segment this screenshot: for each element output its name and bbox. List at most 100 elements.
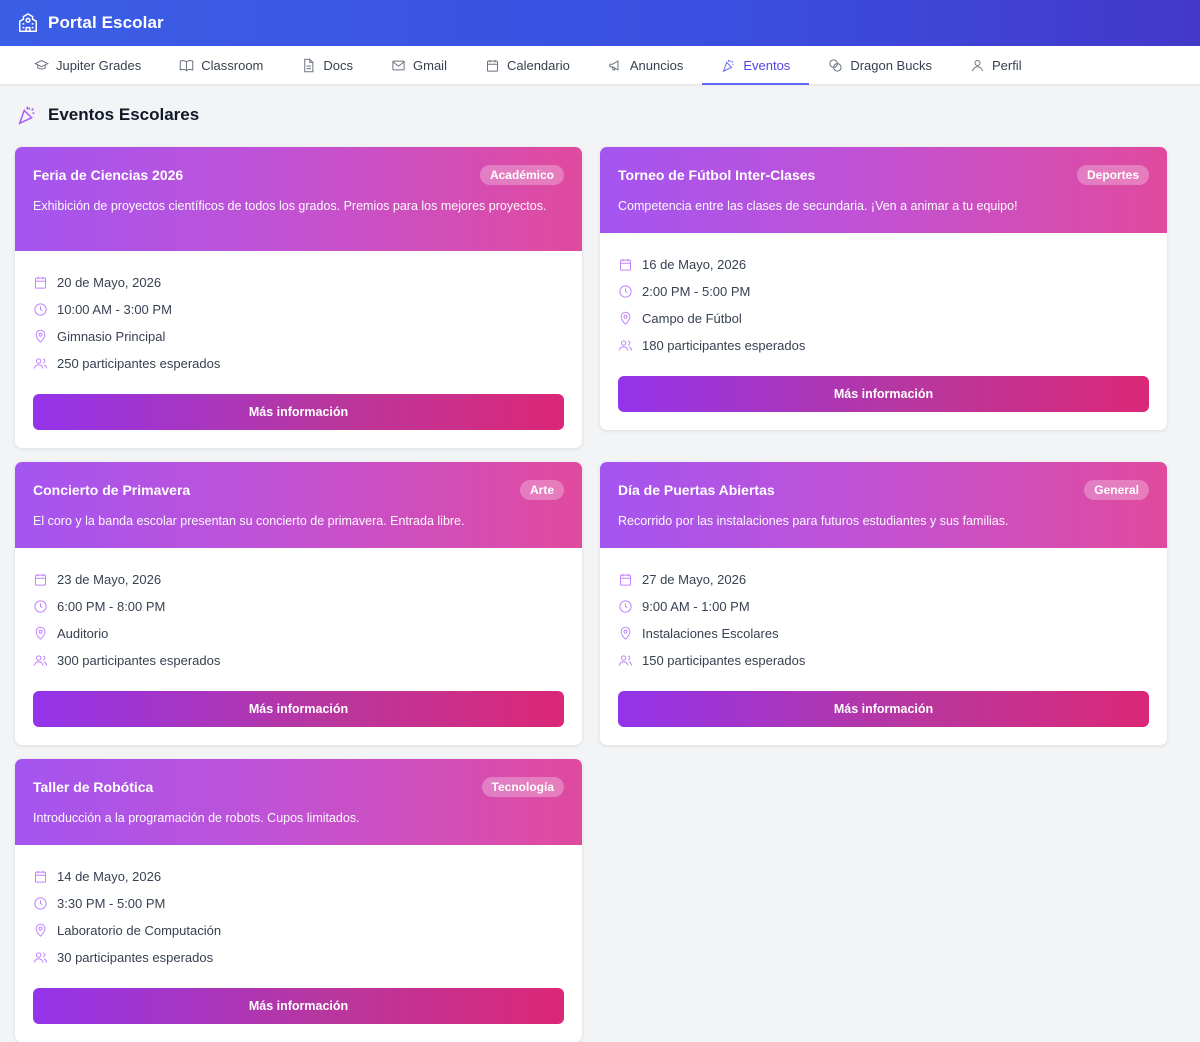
user-icon	[971, 59, 983, 71]
more-info-button[interactable]: Más información	[618, 376, 1149, 412]
users-icon	[33, 655, 48, 666]
tab-label: Docs	[323, 57, 354, 73]
more-info-button[interactable]: Más información	[33, 988, 564, 1024]
more-info-button[interactable]: Más información	[33, 691, 564, 727]
clock-icon	[619, 285, 632, 298]
event-card-body: 20 de Mayo, 2026 10:00 AM - 3:00 PM Gimn…	[15, 251, 582, 448]
event-time-text: 9:00 AM - 1:00 PM	[642, 599, 750, 614]
event-date-text: 16 de Mayo, 2026	[642, 257, 747, 272]
clock-icon	[34, 600, 47, 613]
event-location: Instalaciones Escolares	[618, 620, 1149, 647]
graduation-cap-icon	[34, 59, 49, 69]
event-location: Gimnasio Principal	[33, 323, 564, 350]
tab-perfil[interactable]: Perfil	[951, 46, 1041, 84]
event-card-body: 27 de Mayo, 2026 9:00 AM - 1:00 PM Insta…	[600, 548, 1167, 745]
event-card: Día de Puertas Abiertas General Recorrid…	[600, 462, 1167, 745]
event-participants-text: 250 participantes esperados	[57, 356, 221, 371]
event-card-header: Concierto de Primavera Arte El coro y la…	[15, 462, 582, 548]
tab-label: Gmail	[413, 57, 447, 73]
tab-calendario[interactable]: Calendario	[466, 46, 589, 84]
tab-eventos[interactable]: Eventos	[702, 46, 810, 85]
event-location: Laboratorio de Computación	[33, 917, 564, 944]
event-date-text: 14 de Mayo, 2026	[57, 869, 162, 884]
clock-icon	[619, 600, 632, 613]
event-title: Taller de Robótica	[33, 779, 154, 795]
calendar-icon	[620, 258, 631, 271]
event-participants: 150 participantes esperados	[618, 647, 1149, 674]
event-date: 20 de Mayo, 2026	[33, 269, 564, 296]
event-description: Recorrido por las instalaciones para fut…	[618, 514, 1009, 528]
tab-label: Calendario	[506, 57, 570, 73]
event-time: 6:00 PM - 8:00 PM	[33, 593, 564, 620]
event-card-header: Taller de Robótica Tecnología Introducci…	[15, 759, 582, 845]
tab-gmail[interactable]: Gmail	[372, 46, 466, 84]
event-location-text: Gimnasio Principal	[57, 329, 166, 344]
event-location: Campo de Fútbol	[618, 305, 1149, 332]
event-title: Día de Puertas Abiertas	[618, 482, 775, 498]
tab-dragon-bucks[interactable]: Dragon Bucks	[809, 46, 951, 84]
event-participants: 30 participantes esperados	[33, 944, 564, 971]
event-location: Auditorio	[33, 620, 564, 647]
event-participants-text: 30 participantes esperados	[57, 950, 214, 965]
event-card-header: Torneo de Fútbol Inter-Clases Deportes C…	[600, 147, 1167, 233]
map-pin-icon	[35, 329, 46, 343]
map-pin-icon	[620, 626, 631, 640]
clock-icon	[34, 303, 47, 316]
event-location-text: Instalaciones Escolares	[642, 626, 779, 641]
event-participants: 250 participantes esperados	[33, 350, 564, 377]
event-title: Torneo de Fútbol Inter-Clases	[618, 167, 816, 183]
event-card: Taller de Robótica Tecnología Introducci…	[15, 759, 582, 1042]
event-time-text: 2:00 PM - 5:00 PM	[642, 284, 751, 299]
main-nav: Jupiter Grades Classroom Docs Gmail Cale…	[0, 46, 1200, 85]
category-badge: Arte	[519, 480, 564, 500]
event-time-text: 10:00 AM - 3:00 PM	[57, 302, 172, 317]
event-date: 27 de Mayo, 2026	[618, 566, 1149, 593]
tab-label: Classroom	[201, 57, 264, 73]
event-time: 10:00 AM - 3:00 PM	[33, 296, 564, 323]
event-card-body: 14 de Mayo, 2026 3:30 PM - 5:00 PM Labor…	[15, 845, 582, 1042]
users-icon	[618, 340, 633, 351]
more-info-button[interactable]: Más información	[33, 394, 564, 430]
more-info-button[interactable]: Más información	[618, 691, 1149, 727]
event-location-text: Auditorio	[57, 626, 109, 641]
tab-docs[interactable]: Docs	[282, 46, 372, 84]
users-icon	[33, 358, 48, 369]
app-title: Portal Escolar	[48, 13, 164, 32]
event-description: Exhibición de proyectos científicos de t…	[33, 199, 547, 213]
clock-icon	[34, 897, 47, 910]
map-pin-icon	[35, 626, 46, 640]
party-popper-icon	[18, 106, 35, 125]
calendar-icon	[35, 573, 46, 586]
users-icon	[618, 655, 633, 666]
event-description: El coro y la banda escolar presentan su …	[33, 514, 465, 528]
category-badge: Académico	[479, 165, 564, 185]
event-date-text: 20 de Mayo, 2026	[57, 275, 162, 290]
event-time-text: 3:30 PM - 5:00 PM	[57, 896, 166, 911]
tab-jupiter-grades[interactable]: Jupiter Grades	[15, 46, 160, 84]
calendar-icon	[620, 573, 631, 586]
tab-label: Eventos	[743, 57, 791, 73]
event-location-text: Laboratorio de Computación	[57, 923, 222, 938]
megaphone-icon	[609, 59, 619, 71]
event-card-body: 16 de Mayo, 2026 2:00 PM - 5:00 PM Campo…	[600, 233, 1167, 430]
event-date-text: 23 de Mayo, 2026	[57, 572, 162, 587]
event-card: Torneo de Fútbol Inter-Clases Deportes C…	[600, 147, 1167, 430]
document-icon	[304, 58, 314, 72]
category-badge: Deportes	[1076, 165, 1149, 185]
tab-classroom[interactable]: Classroom	[160, 46, 282, 84]
users-icon	[33, 952, 48, 963]
event-date: 23 de Mayo, 2026	[33, 566, 564, 593]
tab-anuncios[interactable]: Anuncios	[589, 46, 702, 84]
school-icon	[17, 12, 39, 34]
tab-label: Anuncios	[629, 57, 684, 73]
calendar-icon	[35, 870, 46, 883]
calendar-icon	[35, 276, 46, 289]
event-card-header: Feria de Ciencias 2026 Académico Exhibic…	[15, 147, 582, 251]
category-badge: General	[1084, 480, 1149, 500]
map-pin-icon	[35, 923, 46, 937]
event-date: 16 de Mayo, 2026	[618, 251, 1149, 278]
tab-label: Dragon Bucks	[850, 57, 932, 73]
map-pin-icon	[620, 311, 631, 325]
event-title: Concierto de Primavera	[33, 482, 191, 498]
event-card: Feria de Ciencias 2026 Académico Exhibic…	[15, 147, 582, 448]
